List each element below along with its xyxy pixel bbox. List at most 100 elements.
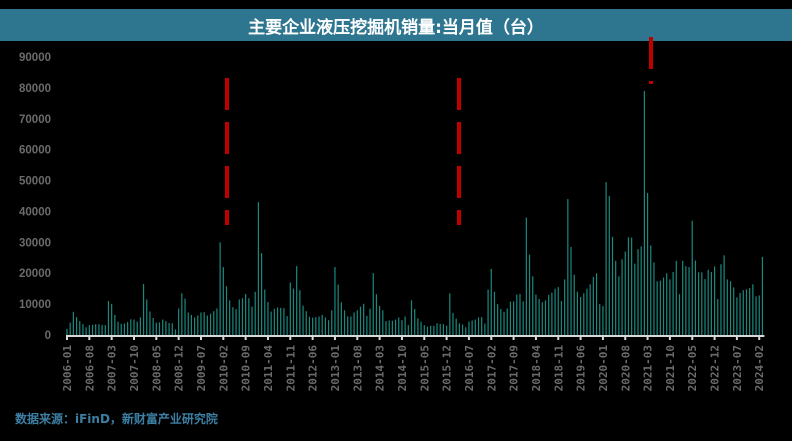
bar	[659, 280, 661, 335]
bar	[624, 251, 626, 335]
x-tick-label: 2007-10	[128, 345, 141, 391]
x-tick-label: 2015-12	[441, 345, 454, 391]
y-tick-label: 0	[45, 330, 51, 342]
data-source-note: 数据来源：iFinD，新财富产业研究院	[15, 412, 218, 426]
bar	[433, 325, 435, 335]
bar	[91, 324, 94, 335]
bar	[286, 316, 288, 335]
x-tick-label: 2013-08	[351, 345, 364, 391]
bar	[251, 306, 253, 335]
bar	[69, 322, 71, 335]
bar	[461, 324, 464, 335]
x-tick-label: 2014-10	[396, 345, 409, 391]
bar	[761, 256, 764, 335]
x-tick-label: 2018-04	[530, 345, 543, 392]
bar	[174, 329, 177, 335]
bar	[171, 323, 173, 335]
bar	[701, 272, 703, 335]
bar	[452, 313, 454, 335]
bar	[127, 322, 129, 335]
bar	[327, 320, 330, 335]
bar	[120, 323, 122, 335]
bar	[229, 300, 231, 335]
bar	[241, 298, 244, 335]
bar	[101, 324, 103, 335]
bar	[264, 289, 266, 335]
bar	[564, 279, 566, 335]
bar	[637, 249, 639, 335]
bar	[541, 302, 543, 335]
x-tick-label: 2014-03	[374, 345, 387, 391]
bar	[586, 288, 588, 335]
bar	[487, 289, 489, 335]
bar	[363, 303, 365, 335]
bar	[455, 318, 457, 335]
bar	[666, 273, 668, 335]
bar	[417, 318, 419, 335]
bar	[707, 269, 709, 335]
bar	[506, 308, 508, 335]
y-tick-label: 60000	[19, 145, 51, 157]
bar	[439, 323, 441, 335]
bar	[187, 312, 189, 335]
bar	[426, 326, 429, 335]
bar	[678, 294, 681, 335]
bar	[599, 304, 601, 335]
x-tick-label: 2022-12	[709, 345, 722, 391]
bar	[710, 271, 712, 335]
x-tick-label: 2008-12	[173, 345, 186, 391]
y-tick-label: 90000	[19, 52, 51, 64]
bar	[749, 288, 751, 335]
bar	[155, 322, 157, 335]
bar	[168, 322, 170, 335]
bar	[391, 320, 393, 335]
bar	[567, 199, 569, 335]
bar	[733, 287, 735, 335]
bar	[423, 325, 425, 335]
chart-title-bar: 主要企业液压挖掘机销量:当月值（台）	[0, 9, 792, 41]
bar	[299, 290, 301, 335]
bar	[516, 294, 518, 335]
bar	[717, 299, 719, 335]
bar	[104, 325, 106, 335]
bar	[525, 217, 527, 335]
bar	[471, 320, 473, 335]
bar	[206, 315, 208, 335]
bar	[404, 316, 406, 335]
bar	[356, 310, 358, 335]
x-tick-label: 2006-08	[83, 345, 96, 391]
bar	[388, 320, 390, 335]
bar	[366, 315, 368, 335]
bar	[468, 321, 470, 335]
x-tick-label: 2008-05	[150, 345, 163, 391]
bar	[430, 325, 432, 335]
bar	[548, 294, 550, 335]
x-tick-label: 2012-06	[307, 345, 320, 392]
bar	[535, 294, 537, 335]
x-tick-label: 2007-03	[106, 345, 119, 391]
bar	[79, 321, 81, 335]
x-tick-label: 2017-09	[508, 345, 521, 391]
bar	[72, 311, 74, 335]
bar	[573, 274, 575, 335]
bar	[209, 313, 212, 335]
bar	[88, 325, 90, 335]
bar	[369, 308, 371, 335]
bar	[650, 245, 652, 335]
x-tick-label: 2011-04	[262, 345, 275, 392]
bar	[653, 262, 655, 335]
bar	[117, 321, 119, 335]
x-tick-label: 2006-01	[61, 345, 74, 392]
bar	[219, 242, 221, 335]
bar	[627, 237, 630, 335]
bar	[292, 288, 295, 335]
bar	[165, 321, 167, 335]
bar	[162, 319, 164, 335]
bar	[398, 317, 400, 335]
bar	[592, 276, 594, 335]
bar	[276, 307, 279, 335]
bar	[75, 317, 78, 335]
bar	[111, 304, 113, 335]
bar	[139, 317, 141, 335]
bar	[394, 319, 397, 335]
